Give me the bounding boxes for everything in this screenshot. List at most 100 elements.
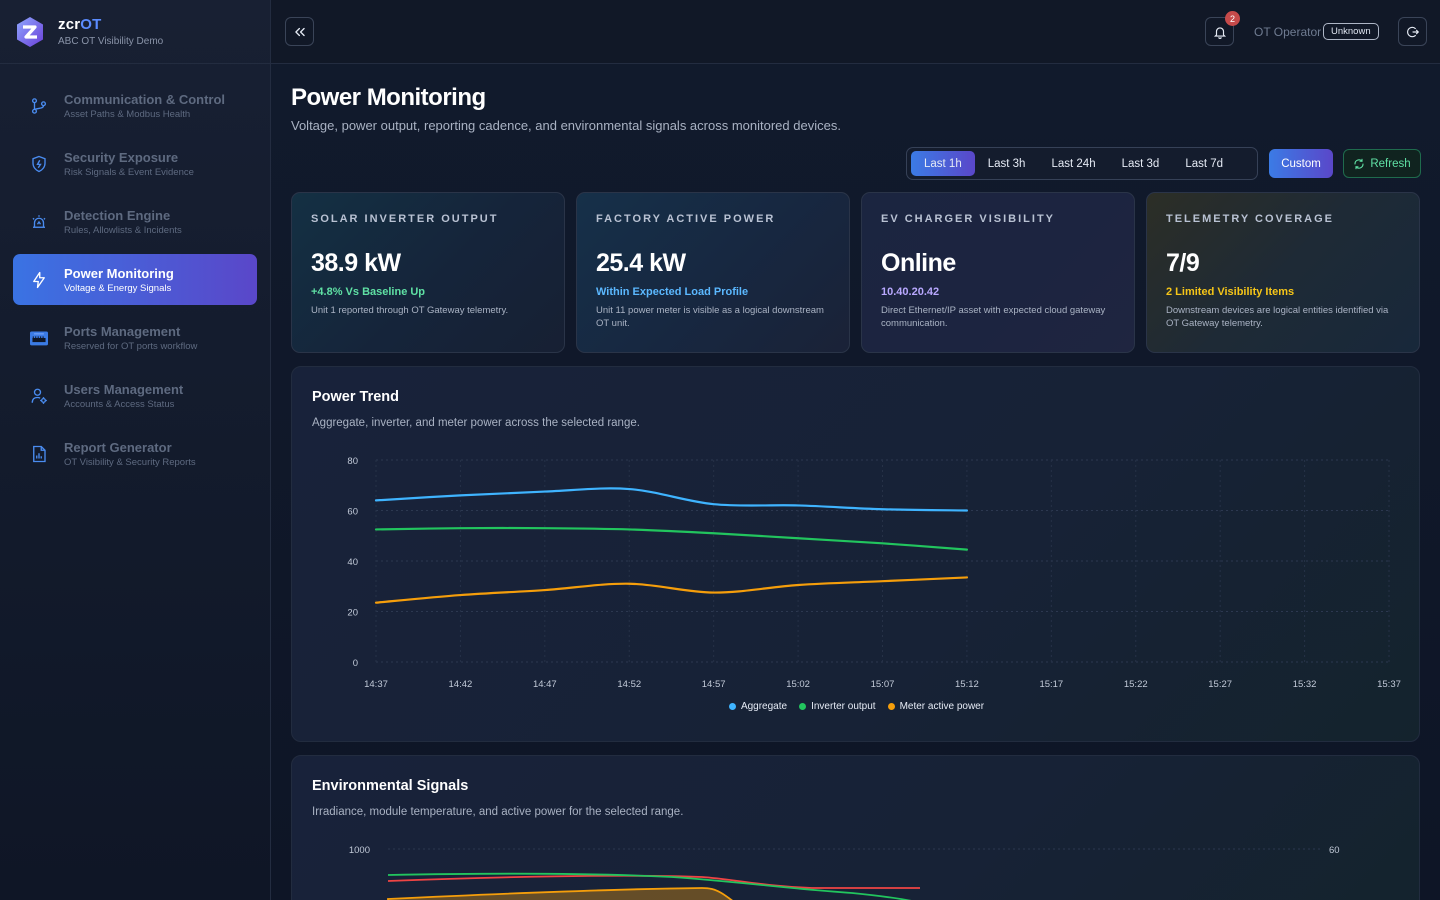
branch-icon xyxy=(29,96,49,116)
range-button-3h[interactable]: Last 3h xyxy=(987,157,1026,170)
series-area-active-power xyxy=(387,887,734,900)
y-tick-label: 40 xyxy=(347,557,358,568)
panel-subtitle: Irradiance, module temperature, and acti… xyxy=(312,806,684,818)
brand-subtitle: ABC OT Visibility Demo xyxy=(58,36,164,47)
sidebar-item-label: Ports Management xyxy=(64,323,181,339)
sidebar-item-sub: Rules, Allowlists & Incidents xyxy=(64,224,182,236)
card-label: EV CHARGER VISIBILITY xyxy=(881,213,1056,225)
kpi-card-solar-inverter[interactable]: SOLAR INVERTER OUTPUT 38.9 kW +4.8% Vs B… xyxy=(291,192,565,353)
main-content: Power Monitoring Voltage, power output, … xyxy=(271,64,1440,900)
bell-icon xyxy=(1213,26,1226,39)
card-note: 2 Limited Visibility Items xyxy=(1166,286,1295,298)
chevrons-left-icon xyxy=(294,27,305,36)
kpi-card-telemetry-coverage[interactable]: TELEMETRY COVERAGE 7/9 2 Limited Visibil… xyxy=(1146,192,1420,353)
legend-label: Aggregate xyxy=(740,701,788,712)
legend-label: Meter active power xyxy=(899,701,985,712)
y-tick-label: 0 xyxy=(353,658,358,669)
sidebar-item-label: Detection Engine xyxy=(64,207,171,223)
card-description: Unit 1 reported through OT Gateway telem… xyxy=(311,305,509,316)
x-tick-label: 15:32 xyxy=(1293,679,1317,690)
range-button-7d[interactable]: Last 7d xyxy=(1185,157,1224,170)
sidebar: zcrOT ABC OT Visibility Demo Communicati… xyxy=(0,0,271,900)
bolt-icon xyxy=(29,270,49,290)
card-value: Online xyxy=(881,249,956,277)
kpi-cards: SOLAR INVERTER OUTPUT 38.9 kW +4.8% Vs B… xyxy=(291,192,1420,353)
kpi-card-factory-power[interactable]: FACTORY ACTIVE POWER 25.4 kW Within Expe… xyxy=(576,192,850,353)
card-value: 25.4 kW xyxy=(596,249,686,277)
y-left-tick-label: 1000 xyxy=(349,845,370,856)
x-tick-label: 15:02 xyxy=(786,679,810,690)
sidebar-item-sub: Voltage & Energy Signals xyxy=(64,282,172,294)
sidebar-item-detection-engine[interactable]: Detection Engine Rules, Allowlists & Inci… xyxy=(13,196,257,247)
range-button-1h[interactable]: Last 1h xyxy=(911,151,975,176)
sidebar-item-security-exposure[interactable]: Security Exposure Risk Signals & Event Ev… xyxy=(13,138,257,189)
logout-icon xyxy=(1406,26,1419,37)
card-note: Within Expected Load Profile xyxy=(596,286,749,298)
x-tick-label: 14:47 xyxy=(533,679,557,690)
legend-item[interactable]: Aggregate xyxy=(728,701,788,712)
sidebar-item-label: Power Monitoring xyxy=(64,265,174,281)
report-icon xyxy=(29,444,49,464)
legend-item[interactable]: Inverter output xyxy=(799,701,876,712)
series-line-aggregate xyxy=(374,487,969,512)
collapse-sidebar-button[interactable] xyxy=(285,17,314,46)
x-tick-label: 15:37 xyxy=(1377,679,1401,690)
power-trend-panel: Power Trend Aggregate, inverter, and met… xyxy=(291,366,1420,742)
range-button-24h[interactable]: Last 24h xyxy=(1051,157,1096,170)
brand[interactable]: zcrOT ABC OT Visibility Demo xyxy=(0,0,270,64)
notifications-button[interactable]: 2 xyxy=(1205,11,1240,46)
card-note: +4.8% Vs Baseline Up xyxy=(311,286,426,298)
series-line-irradiance xyxy=(387,872,912,900)
sidebar-item-label: Report Generator xyxy=(64,439,172,455)
sidebar-item-power-monitoring[interactable]: Power Monitoring Voltage & Energy Signals xyxy=(13,254,257,305)
y-tick-label: 20 xyxy=(347,608,358,619)
sidebar-item-communication-control[interactable]: Communication & Control Asset Paths & Mod… xyxy=(13,80,257,131)
topbar: 2 OT Operator Unknown xyxy=(271,0,1440,64)
notification-count-badge: 2 xyxy=(1225,11,1240,26)
time-range-selector: Last 1h Last 3h Last 24h Last 3d Last 7d xyxy=(906,147,1258,180)
power-trend-chart: 0 20 40 60 80 14:37 14:42 14:47 14:52 14:57 15:02 1… xyxy=(347,456,1401,690)
legend-swatch xyxy=(799,703,807,710)
sidebar-item-report-generator[interactable]: Report Generator OT Visibility & Security… xyxy=(13,428,257,479)
card-note: 10.40.20.42 xyxy=(881,286,940,298)
y-tick-label: 60 xyxy=(347,507,358,518)
kpi-card-ev-charger[interactable]: EV CHARGER VISIBILITY Online 10.40.20.42… xyxy=(861,192,1135,353)
role-badge: Unknown xyxy=(1323,23,1379,40)
series-line-meter-active-power xyxy=(374,576,969,604)
legend-swatch xyxy=(887,703,895,710)
card-description: Unit 11 power meter is visible as a logi… xyxy=(596,305,824,329)
environmental-signals-panel: Environmental Signals Irradiance, module… xyxy=(291,755,1420,900)
card-description: Direct Ethernet/IP asset with expected c… xyxy=(881,305,1106,329)
panel-title: Power Trend xyxy=(312,389,400,405)
sidebar-nav: Communication & Control Asset Paths & Mod… xyxy=(0,64,270,479)
x-tick-label: 15:07 xyxy=(871,679,895,690)
refresh-button[interactable]: Refresh xyxy=(1343,149,1421,178)
sidebar-item-label: Users Management xyxy=(64,381,184,397)
brand-name: zcrOT xyxy=(58,16,102,33)
x-tick-label: 14:42 xyxy=(449,679,473,690)
series-line-inverter-output xyxy=(374,526,969,551)
panel-subtitle: Aggregate, inverter, and meter power acr… xyxy=(312,417,640,429)
x-tick-label: 14:52 xyxy=(617,679,641,690)
refresh-label: Refresh xyxy=(1370,157,1411,170)
page-title: Power Monitoring xyxy=(291,84,486,111)
legend-item[interactable]: Meter active power xyxy=(887,701,985,712)
x-tick-label: 15:22 xyxy=(1124,679,1148,690)
sidebar-item-ports-management[interactable]: Ports Management Reserved for OT ports wo… xyxy=(13,312,257,363)
y-tick-label: 80 xyxy=(347,456,358,467)
sidebar-item-users-management[interactable]: Users Management Accounts & Access Status xyxy=(13,370,257,421)
sidebar-item-sub: Reserved for OT ports workflow xyxy=(64,340,198,352)
operator-name: OT Operator xyxy=(1254,25,1322,39)
x-tick-label: 14:57 xyxy=(702,679,726,690)
y-right-tick-label: 60 xyxy=(1329,845,1340,856)
refresh-icon xyxy=(1354,158,1364,169)
logout-button[interactable] xyxy=(1398,17,1427,46)
x-tick-label: 15:17 xyxy=(1039,679,1063,690)
shield-bolt-icon xyxy=(29,154,49,174)
sidebar-item-sub: Accounts & Access Status xyxy=(64,398,175,410)
custom-range-button[interactable]: Custom xyxy=(1269,149,1333,178)
card-value: 7/9 xyxy=(1166,249,1200,277)
sidebar-item-sub: Risk Signals & Event Evidence xyxy=(64,166,194,178)
card-description: Downstream devices are logical entities … xyxy=(1166,305,1389,329)
range-button-3d[interactable]: Last 3d xyxy=(1121,157,1160,170)
